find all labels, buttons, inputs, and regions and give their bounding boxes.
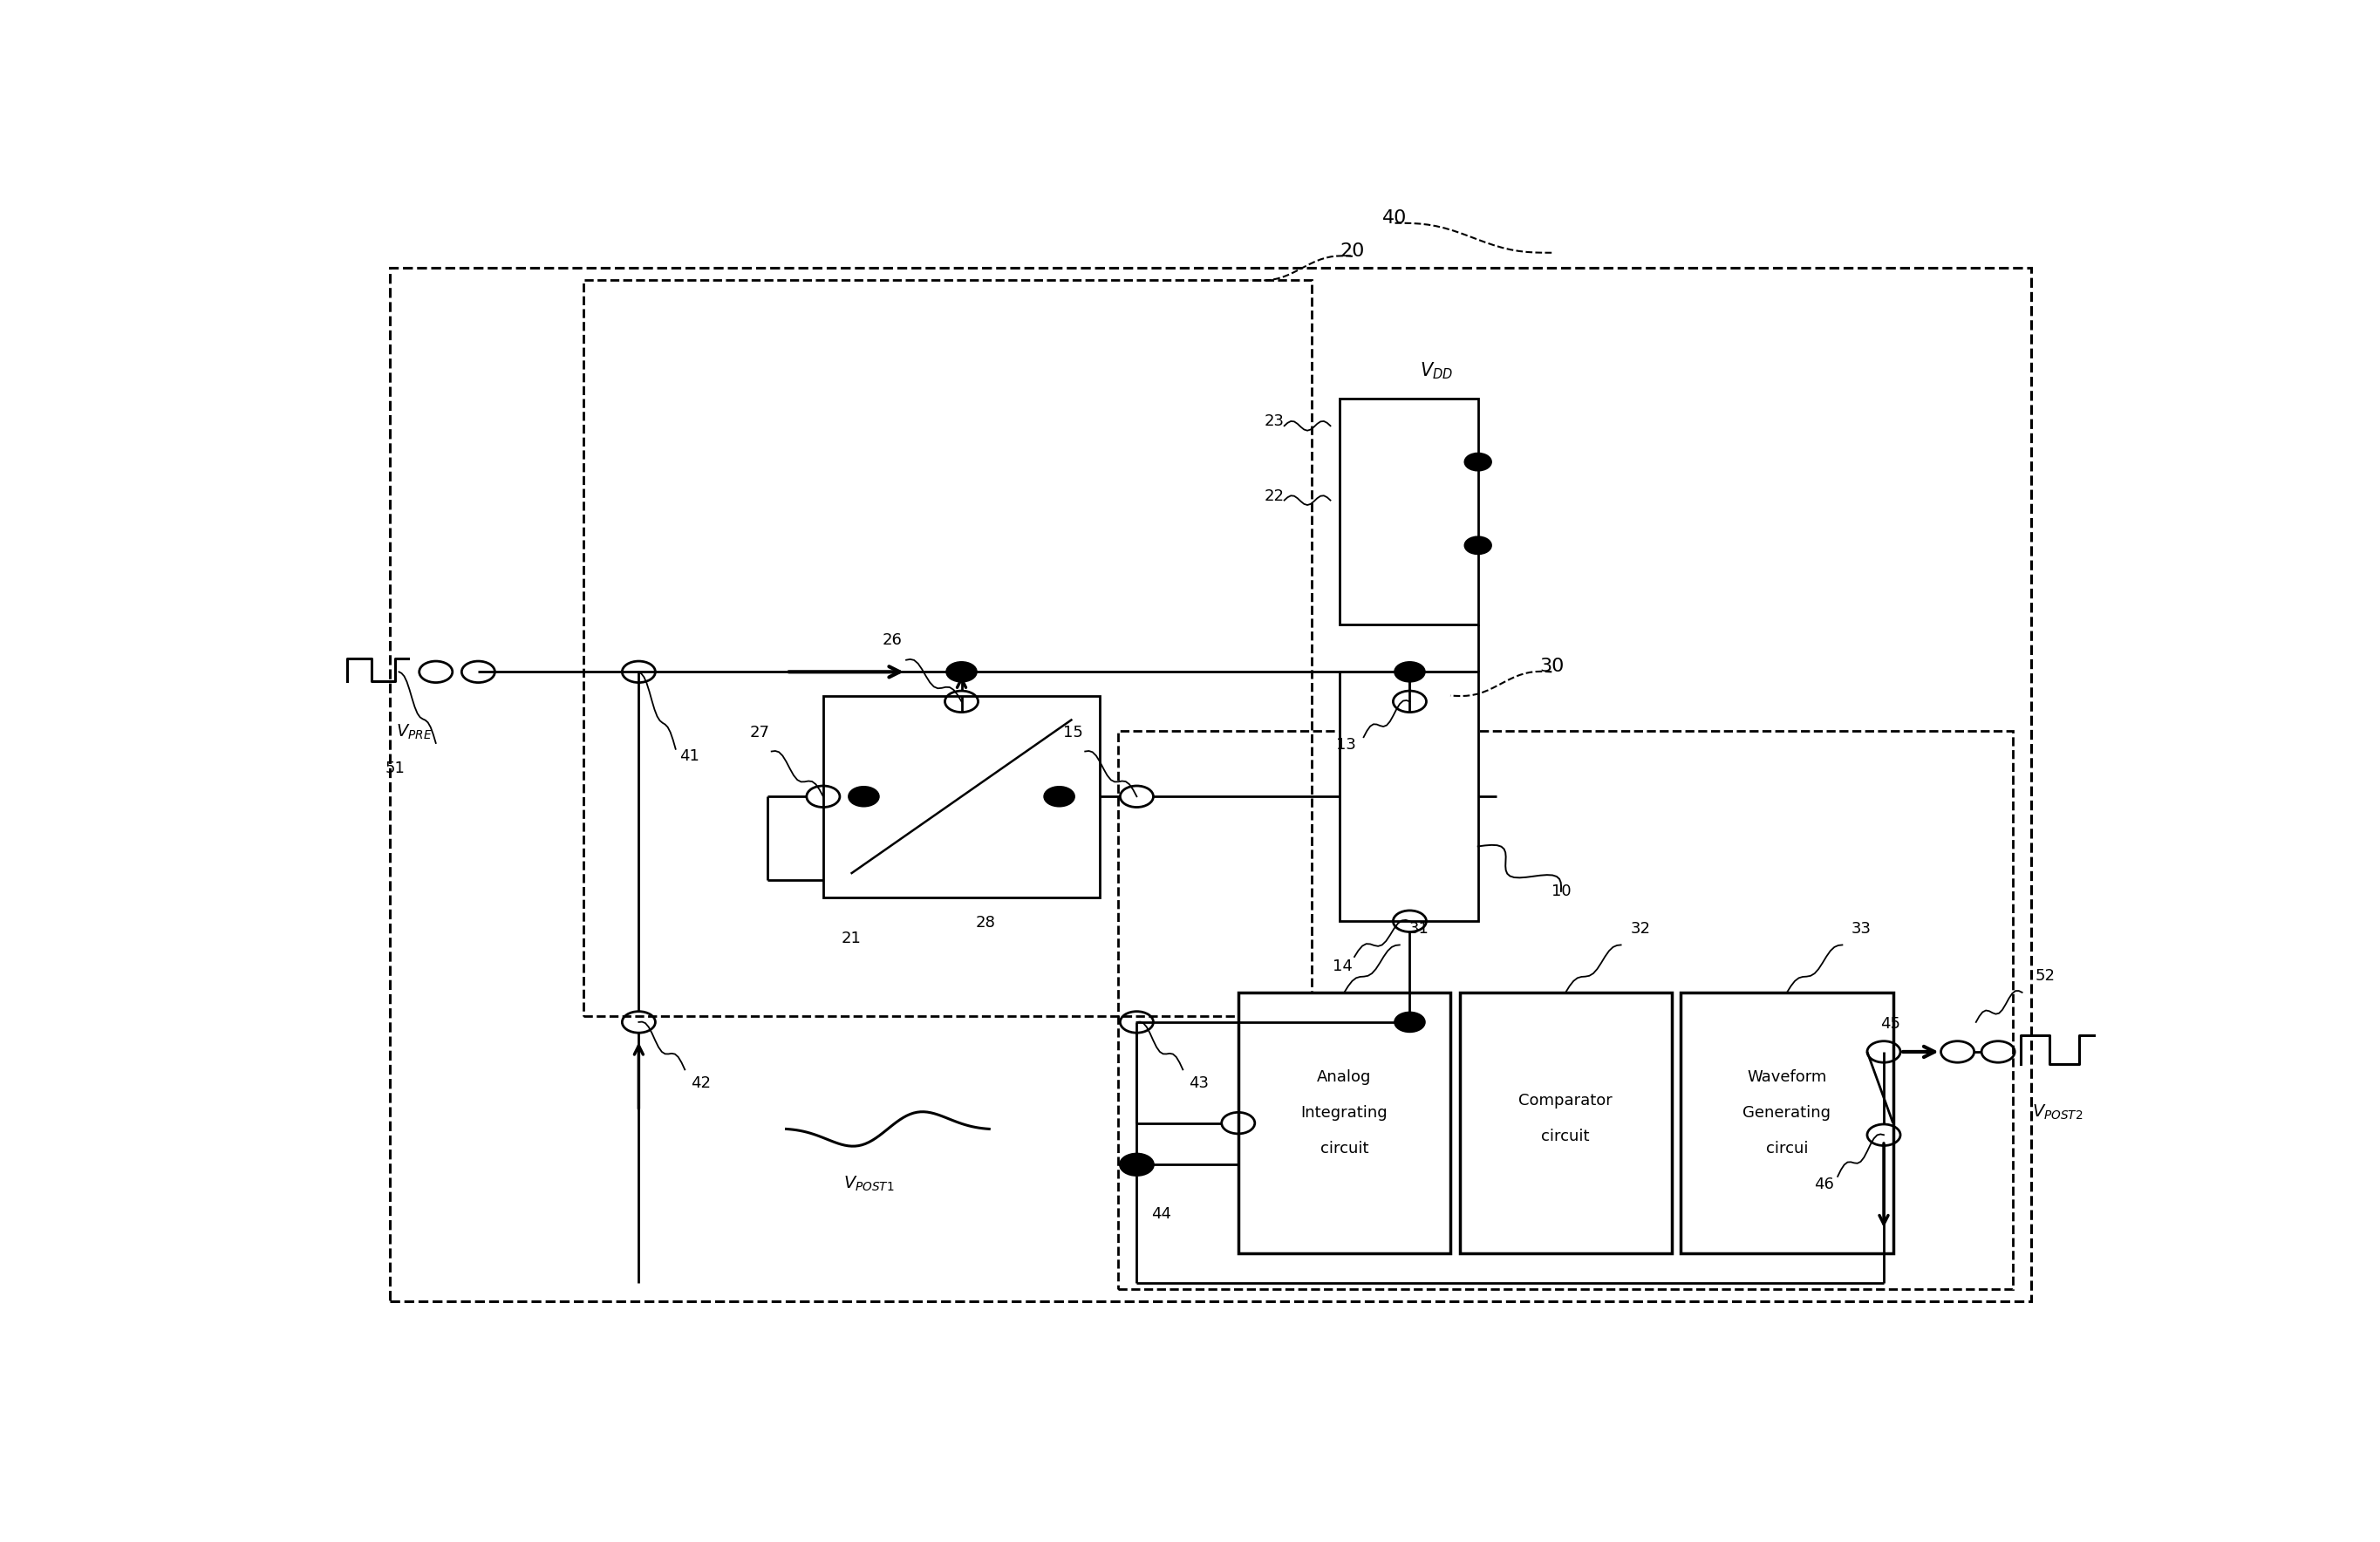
Text: 20: 20	[1340, 242, 1364, 259]
Text: 22: 22	[1264, 489, 1285, 504]
Text: 10: 10	[1552, 884, 1571, 899]
Text: 33: 33	[1852, 921, 1871, 936]
Text: 44: 44	[1152, 1206, 1171, 1221]
Text: circuit: circuit	[1321, 1141, 1368, 1156]
Circle shape	[1466, 453, 1490, 470]
Text: 26: 26	[883, 632, 902, 648]
Text: 32: 32	[1630, 921, 1649, 936]
Text: $V_{PRE}$: $V_{PRE}$	[395, 723, 431, 742]
Bar	[1340, 399, 1478, 625]
Text: $V_{POST2}$: $V_{POST2}$	[2033, 1103, 2082, 1121]
Text: 23: 23	[1264, 413, 1285, 429]
Text: 15: 15	[1064, 725, 1083, 740]
Text: 45: 45	[1880, 1016, 1899, 1032]
Text: circuit: circuit	[1542, 1129, 1590, 1144]
Circle shape	[1121, 1155, 1152, 1173]
Text: Integrating: Integrating	[1302, 1106, 1388, 1121]
Circle shape	[1395, 663, 1426, 682]
Text: 31: 31	[1409, 921, 1428, 936]
Text: 21: 21	[843, 930, 862, 947]
Text: 30: 30	[1540, 658, 1564, 675]
Circle shape	[947, 663, 976, 682]
Text: 41: 41	[678, 749, 700, 765]
Text: Comparator: Comparator	[1518, 1093, 1614, 1109]
Text: 52: 52	[2035, 968, 2054, 984]
Text: circui: circui	[1766, 1141, 1809, 1156]
Text: $V_{POST1}$: $V_{POST1}$	[843, 1175, 895, 1194]
Bar	[390, 268, 2033, 1301]
Text: $V_{DD}$: $V_{DD}$	[1421, 361, 1454, 381]
Text: Waveform: Waveform	[1747, 1069, 1828, 1086]
Text: 51: 51	[386, 760, 405, 776]
Text: 27: 27	[750, 725, 769, 740]
Circle shape	[1466, 537, 1490, 554]
Bar	[1238, 993, 1449, 1254]
Text: 14: 14	[1333, 959, 1352, 975]
Bar	[583, 281, 1311, 1016]
Text: 43: 43	[1188, 1075, 1209, 1090]
Text: Generating: Generating	[1742, 1106, 1830, 1121]
Text: Analog: Analog	[1316, 1069, 1371, 1086]
Bar	[1680, 993, 1892, 1254]
Circle shape	[850, 786, 878, 806]
Bar	[1340, 672, 1478, 921]
Bar	[823, 695, 1100, 897]
Text: 13: 13	[1335, 737, 1357, 752]
Text: 46: 46	[1814, 1177, 1833, 1192]
Circle shape	[1395, 1013, 1426, 1032]
Bar	[1459, 993, 1671, 1254]
Text: 42: 42	[690, 1075, 712, 1090]
Text: 40: 40	[1383, 210, 1407, 227]
Circle shape	[1045, 786, 1073, 806]
Text: 28: 28	[976, 914, 995, 931]
Bar	[1119, 731, 2013, 1289]
